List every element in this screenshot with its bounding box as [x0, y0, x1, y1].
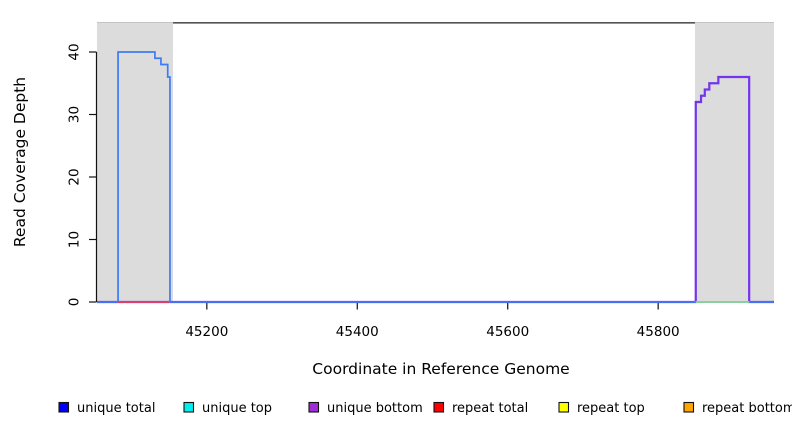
- x-axis-title: Coordinate in Reference Genome: [312, 360, 569, 378]
- legend-swatch-unique-total: [58, 401, 70, 413]
- legend-label-repeat-bottom: repeat bottom: [702, 401, 792, 416]
- y-tick-label: 40: [67, 43, 83, 60]
- y-tick-label: 20: [67, 168, 83, 185]
- x-tick-label: 45800: [637, 324, 680, 340]
- legend-label-unique-bottom: unique bottom: [327, 401, 423, 416]
- shaded-region: [695, 22, 774, 302]
- legend-label-unique-total: unique total: [77, 401, 155, 416]
- shaded-region: [97, 22, 173, 302]
- x-tick-label: 45200: [185, 324, 228, 340]
- x-tick-label: 45400: [336, 324, 379, 340]
- y-tick-label: 10: [67, 231, 83, 248]
- legend-swatch-repeat-bottom: [683, 401, 695, 413]
- legend-label-unique-top: unique top: [202, 401, 272, 416]
- y-tick-label: 0: [67, 298, 83, 307]
- y-tick-label: 30: [67, 106, 83, 123]
- x-tick-label: 45600: [486, 324, 529, 340]
- series-unique-total: [97, 51, 774, 303]
- legend-swatch-repeat-top: [558, 401, 570, 413]
- legend-swatch-unique-top: [183, 401, 195, 413]
- legend-label-repeat-total: repeat total: [452, 401, 528, 416]
- series-unique-bottom: [97, 75, 774, 304]
- legend-label-repeat-top: repeat top: [577, 401, 645, 416]
- legend-swatch-unique-bottom: [308, 401, 320, 413]
- legend: unique total unique top unique bottom repea…: [58, 401, 792, 416]
- y-axis-title: Read Coverage Depth: [11, 77, 29, 247]
- legend-swatch-repeat-total: [433, 401, 445, 413]
- plot-generated-content: 0 10 20 30 40 45200 45400 45600 45800: [67, 21, 774, 340]
